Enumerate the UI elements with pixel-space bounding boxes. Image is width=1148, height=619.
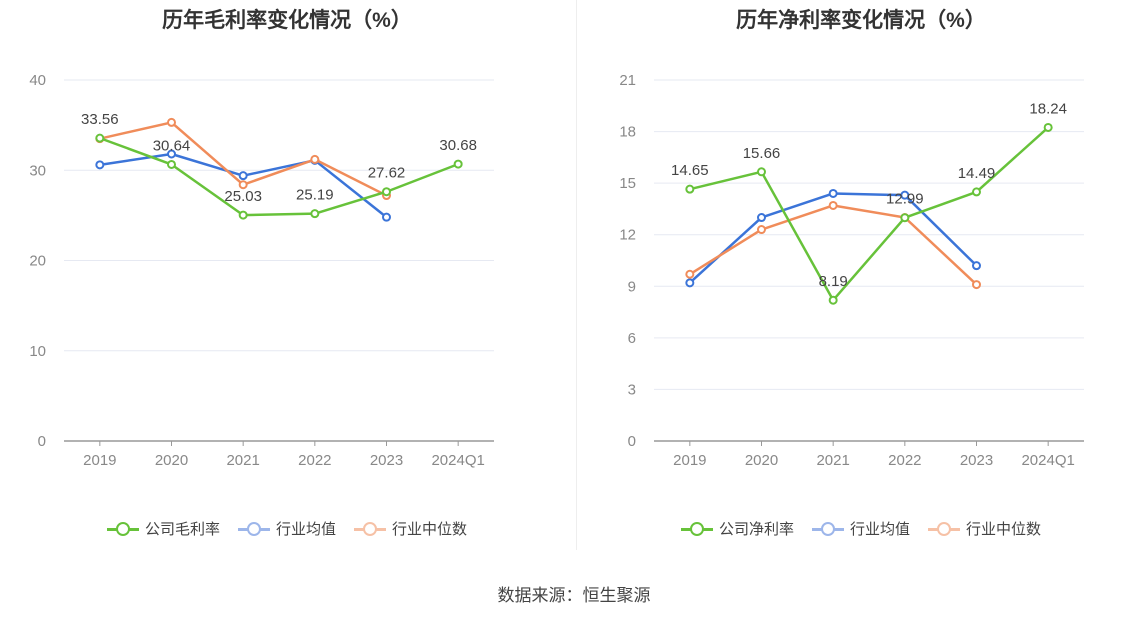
legend-label: 行业均值 (849, 521, 910, 538)
y-tick-label: 18 (619, 124, 636, 141)
data-point (900, 190, 910, 200)
data-point (310, 154, 320, 164)
gross-margin-plot: 0 10 20 30 40 2019 2020 2021 2022 2023 2024Q1 33.56… (29, 72, 494, 469)
data-point (95, 133, 105, 143)
data-point (972, 261, 981, 271)
data-label: 27.62 (368, 165, 406, 182)
data-label: 33.56 (81, 111, 119, 128)
data-point (685, 184, 695, 194)
data-point (900, 213, 910, 223)
data-point (310, 209, 320, 219)
x-tick-label: 2023 (370, 452, 403, 469)
data-point (972, 280, 981, 290)
y-tick-label: 30 (29, 162, 46, 179)
data-point (382, 187, 391, 197)
legend-label: 公司毛利率 (144, 521, 220, 538)
y-tick-label: 0 (38, 433, 46, 450)
data-point (757, 167, 766, 177)
legend-label: 行业中位数 (966, 521, 1042, 538)
legend-item-company[interactable]: 公司毛利率 (106, 518, 220, 539)
legend-marker-icon (928, 521, 960, 536)
x-tick-label: 2021 (816, 452, 849, 469)
data-label: 14.65 (671, 162, 709, 179)
legend-marker-icon (354, 521, 386, 536)
data-point (238, 180, 248, 190)
data-point (828, 200, 838, 210)
y-tick-label: 15 (619, 175, 636, 192)
legend-item-industry-median[interactable]: 行业中位数 (354, 518, 467, 539)
x-tick-label: 2021 (226, 452, 259, 469)
net-margin-plot: 0 3 6 9 12 15 18 21 2019 2020 2021 2022 2023 2024Q1 14… (619, 72, 1084, 469)
legend-label: 行业中位数 (392, 521, 468, 538)
y-tick-label: 40 (29, 72, 46, 89)
data-point (167, 149, 176, 159)
y-tick-label: 0 (628, 433, 636, 450)
y-tick-label: 6 (628, 330, 636, 347)
chart-title: 历年毛利率变化情况（%） (162, 9, 412, 32)
y-tick-label: 21 (619, 72, 636, 89)
data-point (757, 213, 766, 223)
legend: 公司毛利率 行业均值 行业中位数 (0, 518, 574, 539)
data-source: 数据来源：恒生聚源 (497, 586, 651, 605)
data-point (453, 159, 463, 169)
data-label: 12.99 (886, 191, 924, 208)
legend-label: 公司净利率 (718, 521, 794, 538)
legend-item-company[interactable]: 公司净利率 (680, 518, 794, 539)
data-label: 25.19 (296, 187, 334, 204)
legend-item-industry-median[interactable]: 行业中位数 (928, 518, 1041, 539)
x-tick-label: 2019 (673, 452, 706, 469)
legend-marker-icon (680, 521, 713, 536)
data-label: 15.66 (743, 145, 781, 162)
chart-title: 历年净利率变化情况（%） (736, 9, 986, 32)
data-point (238, 171, 248, 181)
x-tick-label: 2023 (960, 452, 993, 469)
y-tick-label: 10 (29, 343, 46, 360)
series-line-company (689, 126, 1050, 302)
data-point (828, 188, 838, 198)
data-point (382, 212, 391, 222)
legend-marker-icon (106, 521, 139, 536)
data-label: 8.19 (819, 273, 848, 290)
data-label: 14.49 (958, 165, 996, 182)
data-label: 25.03 (224, 188, 262, 205)
data-point (238, 210, 248, 220)
y-tick-label: 9 (628, 278, 636, 295)
x-tick-label: 2022 (298, 452, 331, 469)
x-tick-label: 2024Q1 (1021, 452, 1074, 469)
legend: 公司净利率 行业均值 行业中位数 (574, 518, 1148, 539)
legend-marker-icon (237, 521, 270, 536)
data-label: 30.64 (153, 137, 191, 154)
x-tick-label: 2020 (155, 452, 188, 469)
x-tick-label: 2022 (888, 452, 921, 469)
x-tick-label: 2020 (745, 452, 778, 469)
data-point (828, 295, 838, 305)
data-point (167, 117, 176, 127)
legend-marker-icon (811, 521, 844, 536)
y-tick-label: 3 (628, 381, 636, 398)
legend-item-industry-mean[interactable]: 行业均值 (237, 518, 336, 539)
legend-item-industry-mean[interactable]: 行业均值 (811, 518, 910, 539)
y-tick-label: 20 (29, 253, 46, 270)
legend-label: 行业均值 (275, 521, 336, 538)
data-point (1043, 122, 1053, 132)
data-point (685, 269, 695, 279)
panel-divider (576, 0, 577, 550)
data-point (972, 187, 981, 197)
data-label: 18.24 (1029, 100, 1067, 117)
series-line-company (99, 136, 459, 217)
y-tick-label: 12 (619, 227, 636, 244)
x-tick-label: 2019 (83, 452, 116, 469)
data-point (167, 159, 176, 169)
net-margin-chart: 历年净利率变化情况（%） 0 3 6 9 12 15 18 21 2019 2020 2021 202… (574, 0, 1148, 560)
gross-margin-chart: 历年毛利率变化情况（%） 0 10 20 30 40 2019 2020 2021 2022 20… (0, 0, 574, 560)
data-label: 30.68 (439, 137, 477, 154)
data-point (757, 225, 766, 235)
x-tick-label: 2024Q1 (431, 452, 484, 469)
data-point (95, 160, 105, 170)
data-point (685, 278, 695, 288)
